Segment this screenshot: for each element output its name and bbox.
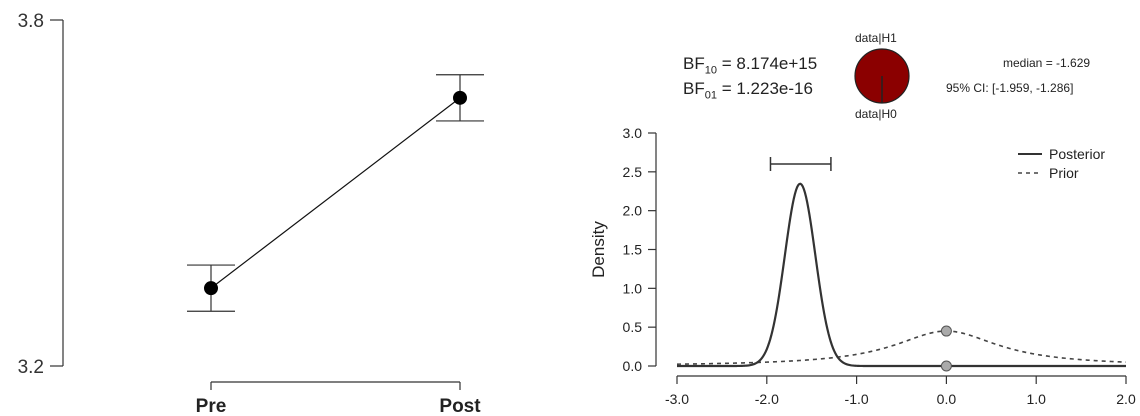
x-tick-label: Pre	[196, 396, 227, 416]
pie-label-h0: data|H0	[855, 107, 897, 121]
y-tick-label: 3.8	[18, 11, 44, 32]
y-tick-label: 2.0	[623, 203, 643, 219]
data-marks	[187, 74, 484, 312]
y-tick-label: 3.2	[18, 357, 44, 378]
y-axis: 3.8 3.2	[18, 11, 64, 378]
bf10-label: BF10 = 8.174e+15	[683, 54, 818, 77]
y-tick-label: 1.5	[623, 242, 643, 258]
posterior-curve	[677, 182, 1126, 368]
legend-label-posterior: Posterior	[1049, 146, 1105, 162]
pre-post-chart: 3.8 3.2 Pre Post	[18, 11, 484, 416]
y-axis-label: Density	[589, 221, 608, 278]
median-label: median = -1.629	[1003, 56, 1091, 70]
data-point-post	[453, 90, 467, 105]
y-tick-label: 2.5	[623, 164, 643, 180]
legend-label-prior: Prior	[1049, 165, 1079, 181]
x-tick-label: 1.0	[1026, 391, 1046, 407]
x-tick-label: 2.0	[1116, 391, 1136, 407]
connecting-line	[210, 97, 461, 289]
x-axis: Pre Post	[196, 381, 481, 416]
ci-label: 95% CI: [-1.959, -1.286]	[946, 81, 1074, 95]
x-tick-label: -2.0	[755, 391, 779, 407]
y-tick-label: 0.0	[623, 358, 643, 374]
y-tick-label: 1.0	[623, 280, 643, 296]
x-tick-label: -3.0	[665, 391, 689, 407]
y-tick-label: 0.5	[623, 319, 643, 335]
density-point-0	[940, 325, 952, 337]
y-tick-label: 3.0	[623, 125, 643, 141]
axes: 0.0 0.5 1.0 1.5 2.0 2.5 3.0 Density -3.0 -2.0 -1.0…	[589, 125, 1136, 407]
bayes-factor-pie	[854, 48, 910, 104]
legend: Posterior Prior	[1018, 146, 1105, 181]
data-point-pre	[204, 281, 218, 296]
density-point-1	[940, 360, 952, 372]
x-tick-label: 0.0	[937, 391, 957, 407]
bf01-label: BF01 = 1.223e-16	[683, 79, 813, 102]
x-tick-label: Post	[439, 396, 481, 416]
prior-curve	[676, 330, 1127, 365]
curves	[676, 157, 1127, 372]
posterior-prior-chart: 0.0 0.5 1.0 1.5 2.0 2.5 3.0 Density -3.0 -2.0 -1.0…	[589, 125, 1136, 407]
x-tick-label: -1.0	[845, 391, 869, 407]
pie-label-h1: data|H1	[855, 31, 897, 45]
